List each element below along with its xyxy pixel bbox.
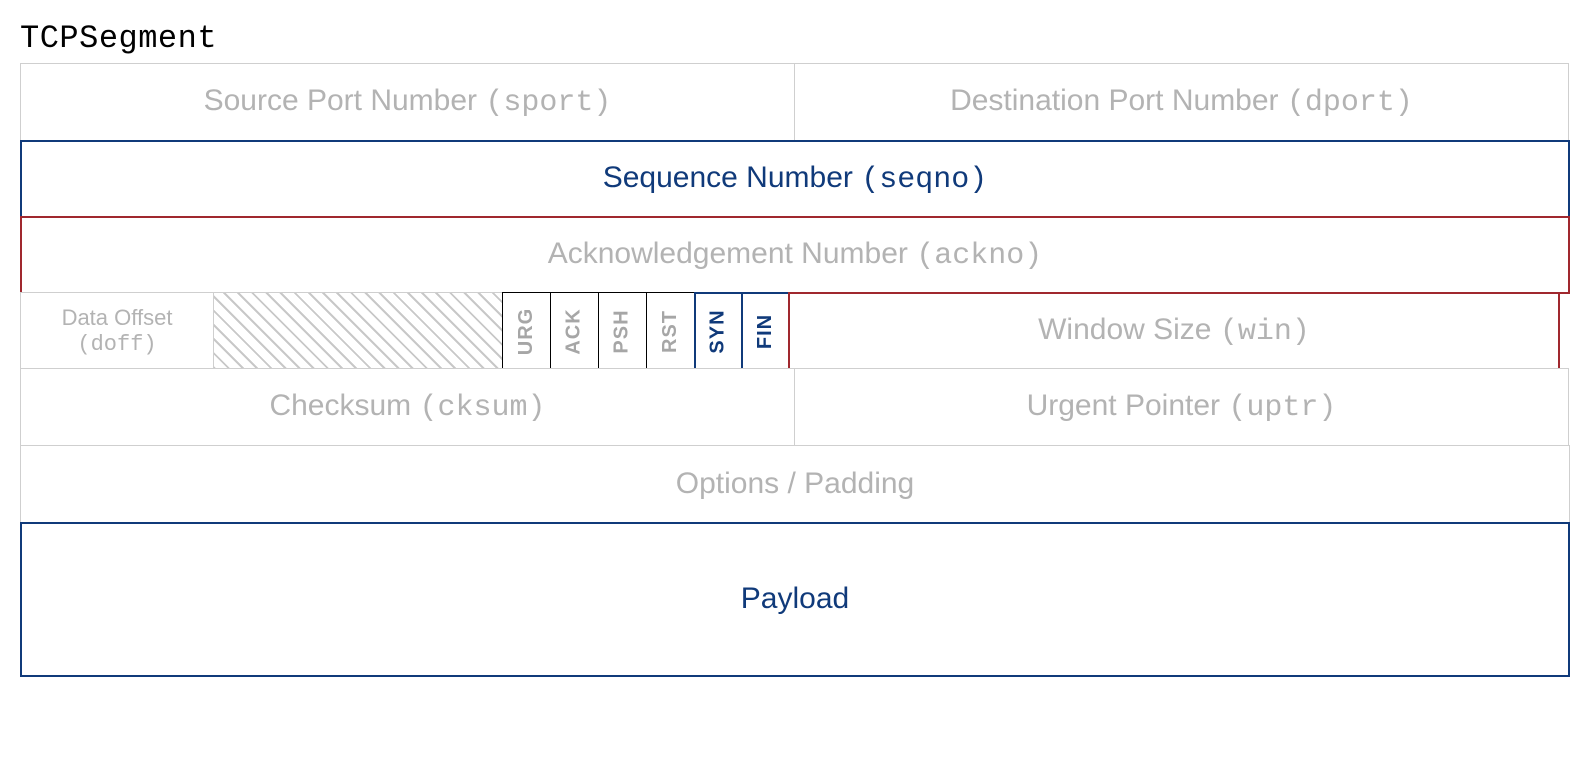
row-options: Options / Padding [20,445,1570,523]
flag-syn: SYN [694,292,743,370]
row-payload: Payload [20,522,1570,677]
field-uptr-label: Urgent Pointer [1027,389,1220,422]
field-doff: Data Offset (doff) [20,292,214,370]
field-cksum-label: Checksum [269,389,411,422]
field-sport: Source Port Number (sport) [20,63,795,141]
row-flags: Data Offset (doff) URG ACK PSH RST SYN F… [20,292,1570,370]
field-win-label: Window Size [1038,313,1211,346]
field-ackno: Acknowledgement Number (ackno) [20,216,1570,294]
field-reserved [213,292,503,370]
row-ports: Source Port Number (sport) Destination P… [20,63,1570,141]
flag-urg: URG [502,292,551,370]
field-win: Window Size (win) [788,292,1560,370]
field-dport: Destination Port Number (dport) [794,63,1569,141]
flag-psh: PSH [598,292,647,370]
field-uptr-code: uptr [1246,391,1318,425]
field-seqno: Sequence Number (seqno) [20,140,1570,218]
field-options-label: Options / Padding [676,467,915,502]
field-cksum-code: cksum [438,391,528,425]
row-seqno: Sequence Number (seqno) [20,141,1570,218]
field-seqno-label: Sequence Number [603,161,853,194]
field-win-code: win [1238,315,1292,349]
field-payload-label: Payload [741,582,849,617]
field-options: Options / Padding [20,445,1570,523]
field-dport-code: dport [1305,86,1395,120]
field-sport-label: Source Port Number [204,84,477,117]
field-doff-label: Data Offset [62,305,173,330]
field-seqno-code: seqno [879,163,969,197]
field-payload: Payload [20,522,1570,677]
flag-ack: ACK [550,292,599,370]
field-uptr: Urgent Pointer (uptr) [794,368,1569,446]
tcp-segment-diagram: Source Port Number (sport) Destination P… [20,63,1570,677]
field-sport-code: sport [503,86,593,120]
diagram-title: TCPSegment [20,20,1570,57]
flag-rst: RST [646,292,695,370]
flag-fin: FIN [741,292,790,370]
field-cksum: Checksum (cksum) [20,368,795,446]
field-dport-label: Destination Port Number [950,84,1278,117]
field-doff-code: doff [91,332,144,357]
row-cksum-uptr: Checksum (cksum) Urgent Pointer (uptr) [20,368,1570,446]
row-ackno: Acknowledgement Number (ackno) [20,218,1570,294]
field-ackno-code: ackno [934,239,1024,273]
field-ackno-label: Acknowledgement Number [548,237,908,270]
